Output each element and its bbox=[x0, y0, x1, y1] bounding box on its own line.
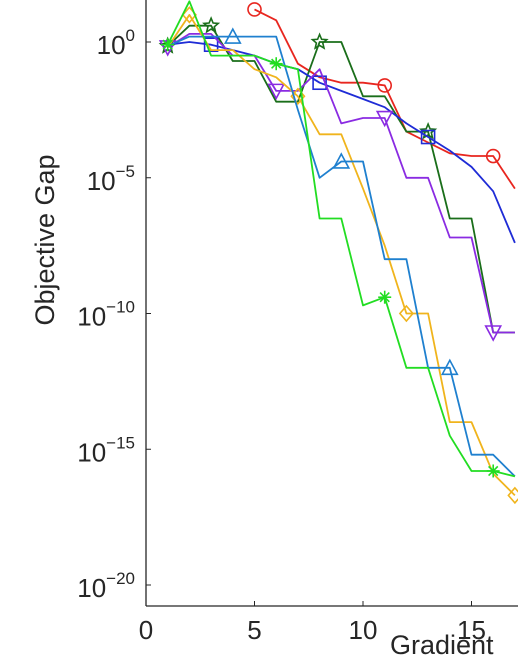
y-tick-label: 10−10 bbox=[77, 298, 135, 332]
series-line bbox=[167, 33, 515, 334]
data-point-marker bbox=[418, 122, 438, 140]
tick-labels: 0 5 10 15 100 10−5 10−10 10−15 10−20 bbox=[77, 26, 486, 645]
data-point-marker bbox=[484, 325, 503, 342]
series-circle bbox=[247, 2, 516, 190]
x-tick-label: 5 bbox=[247, 615, 261, 645]
data-point-marker bbox=[488, 465, 499, 477]
series-triangle-up bbox=[167, 27, 516, 478]
x-axis-label: Gradient bbox=[390, 630, 494, 660]
data-point-marker bbox=[375, 110, 394, 128]
y-tick-label: 100 bbox=[97, 26, 135, 60]
data-point-marker bbox=[507, 486, 518, 505]
data-point-marker bbox=[202, 16, 221, 34]
series-asterisk bbox=[161, 0, 516, 478]
x-tick-label: 15 bbox=[457, 615, 486, 645]
data-point-marker bbox=[162, 39, 173, 50]
data-point-marker bbox=[440, 358, 459, 376]
y-tick-label: 10−5 bbox=[87, 162, 135, 196]
data-point-marker bbox=[271, 58, 282, 69]
y-tick-label: 10−15 bbox=[77, 433, 135, 467]
data-point-marker bbox=[377, 78, 393, 93]
data-point-marker bbox=[247, 2, 262, 17]
axes-layer bbox=[145, 0, 518, 607]
data-point-marker bbox=[267, 83, 286, 101]
data-point-marker bbox=[420, 129, 436, 145]
series-line bbox=[167, 41, 516, 244]
data-point-marker bbox=[223, 27, 242, 44]
data-point-marker bbox=[312, 75, 327, 91]
data-point-marker bbox=[203, 37, 219, 53]
series-pentagram bbox=[158, 16, 515, 334]
series-line bbox=[166, 0, 516, 478]
series-triangle-down bbox=[158, 33, 515, 342]
series-layer bbox=[158, 0, 518, 505]
series-line bbox=[254, 8, 516, 190]
series-line bbox=[166, 13, 516, 497]
data-point-marker bbox=[332, 152, 351, 169]
y-axis-label: Objective Gap bbox=[30, 154, 60, 325]
y-tick-label: 10−20 bbox=[77, 569, 135, 603]
data-point-marker bbox=[398, 304, 414, 323]
series-line bbox=[167, 35, 516, 478]
x-tick-label: 0 bbox=[139, 615, 153, 645]
data-point-marker bbox=[485, 148, 501, 164]
series-line bbox=[167, 24, 515, 334]
x-tick-label: 10 bbox=[349, 615, 378, 645]
data-point-marker bbox=[310, 32, 329, 50]
data-point-marker bbox=[379, 292, 390, 303]
series-square bbox=[167, 37, 516, 244]
